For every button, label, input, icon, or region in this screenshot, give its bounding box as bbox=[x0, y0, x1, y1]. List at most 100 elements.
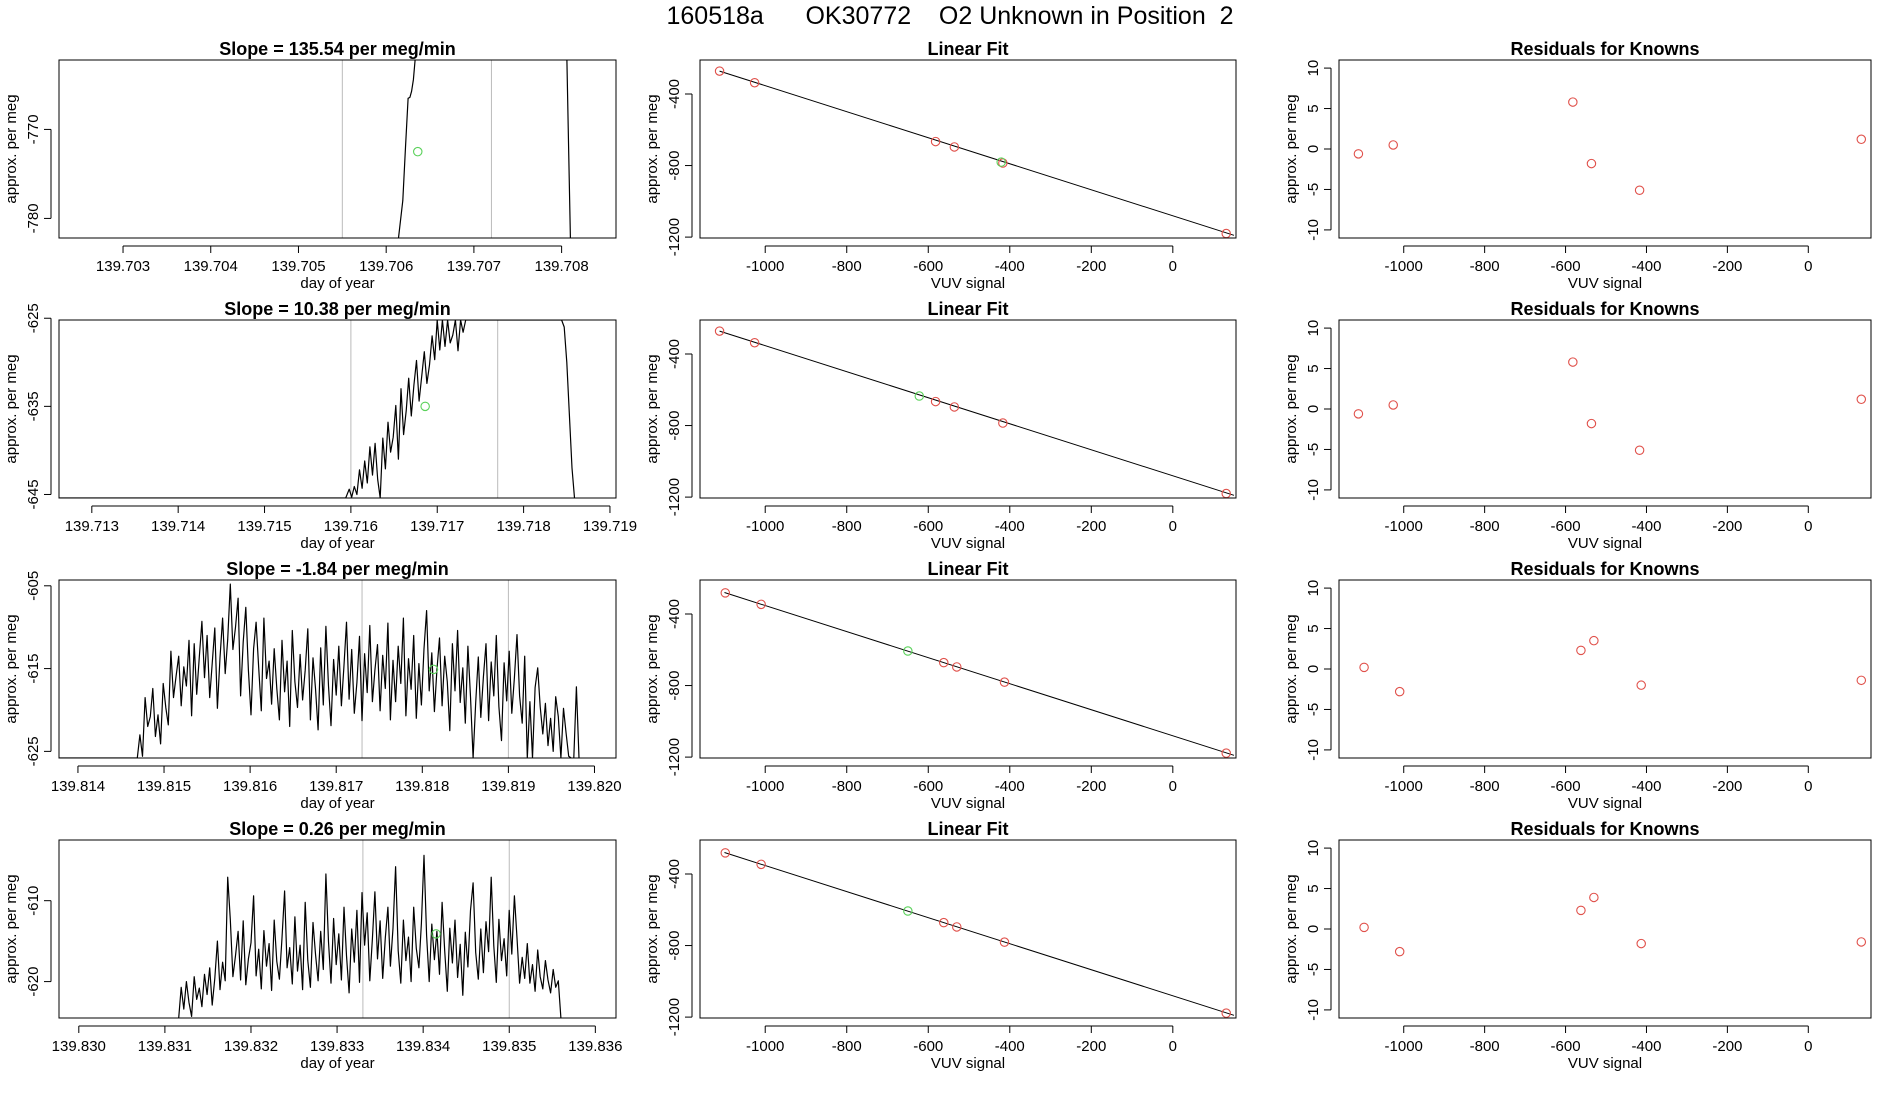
y-tick-label: -5 bbox=[1305, 443, 1322, 456]
x-tick-label: 139.708 bbox=[534, 258, 588, 275]
x-tick-label: -400 bbox=[995, 778, 1025, 795]
fit-line bbox=[719, 70, 1235, 236]
y-tick-label: -400 bbox=[666, 859, 683, 889]
x-tick-label: -200 bbox=[1712, 258, 1742, 275]
plot-frame bbox=[1338, 579, 1872, 759]
y-tick-label: 5 bbox=[1305, 624, 1322, 632]
panel-title: Linear Fit bbox=[927, 39, 1008, 59]
x-tick-label: 139.834 bbox=[396, 1038, 450, 1055]
y-tick-label: -5 bbox=[1305, 183, 1322, 196]
y-tick-label: 10 bbox=[1305, 320, 1322, 337]
x-tick-label: -1000 bbox=[746, 1038, 784, 1055]
known-point bbox=[938, 917, 949, 928]
known-point bbox=[1394, 946, 1405, 957]
known-point bbox=[720, 588, 731, 598]
y-tick-label: -625 bbox=[25, 303, 42, 333]
known-point bbox=[1586, 158, 1597, 169]
x-tick-label: 0 bbox=[1169, 778, 1177, 795]
x-tick-label: 139.817 bbox=[309, 778, 363, 795]
x-axis-label: VUV signal bbox=[931, 1055, 1005, 1072]
y-axis-label: approx. per meg bbox=[3, 94, 20, 203]
x-axis-label: day of year bbox=[300, 795, 374, 812]
series-line bbox=[178, 854, 562, 1018]
known-point bbox=[1388, 400, 1398, 410]
x-tick-label: -200 bbox=[1076, 518, 1106, 535]
plot-frame bbox=[58, 839, 617, 1019]
x-tick-label: -1000 bbox=[1385, 258, 1423, 275]
y-tick-label: 0 bbox=[1305, 145, 1322, 153]
y-tick-label: -400 bbox=[666, 599, 683, 629]
x-tick-label: 0 bbox=[1804, 518, 1812, 535]
panel-title: Residuals for Knowns bbox=[1510, 39, 1699, 59]
known-point bbox=[1856, 134, 1867, 145]
x-axis-label: VUV signal bbox=[931, 795, 1005, 812]
y-axis-label: approx. per meg bbox=[1283, 874, 1300, 983]
y-tick-label: -645 bbox=[25, 479, 42, 509]
y-tick-label: -5 bbox=[1305, 703, 1322, 716]
plot-area bbox=[1353, 357, 1867, 456]
known-point bbox=[756, 599, 766, 610]
x-tick-label: -800 bbox=[832, 778, 862, 795]
known-point bbox=[714, 326, 725, 336]
y-axis-label: approx. per meg bbox=[1283, 354, 1300, 463]
fit-line bbox=[724, 852, 1235, 1016]
y-tick-label: -10 bbox=[1305, 739, 1322, 761]
plot-frame bbox=[58, 579, 617, 759]
y-axis-label: approx. per meg bbox=[3, 354, 20, 463]
x-tick-label: -400 bbox=[1631, 778, 1661, 795]
panel-row3-timeseries: 139.814 139.815 139.816 139.817 139.818 139.8… bbox=[3, 559, 622, 812]
x-tick-label: 139.833 bbox=[310, 1038, 364, 1055]
plot-frame bbox=[58, 59, 617, 239]
y-axis-label: approx. per meg bbox=[1283, 614, 1300, 723]
x-tick-label: 139.818 bbox=[395, 778, 449, 795]
fit-line bbox=[719, 330, 1235, 496]
y-tick-label: -1200 bbox=[666, 738, 683, 776]
series-line bbox=[397, 60, 416, 238]
x-tick-label: 139.816 bbox=[223, 778, 277, 795]
plot-area bbox=[720, 848, 1235, 1018]
x-tick-label: -600 bbox=[1551, 778, 1581, 795]
plot-frame bbox=[699, 839, 1237, 1019]
series-line bbox=[566, 60, 571, 238]
panel-row4-residuals: -1000 -800 -600 -400 -200 0 -10 -5 0 5 10 Residuals… bbox=[1283, 819, 1872, 1072]
x-tick-label: 139.820 bbox=[567, 778, 621, 795]
x-tick-label: -1000 bbox=[746, 258, 784, 275]
panel-row4-timeseries: 139.830 139.831 139.832 139.833 139.834 139.8… bbox=[3, 819, 622, 1072]
figure-title: 160518a OK30772 O2 Unknown in Position 2 bbox=[666, 2, 1234, 30]
panel-row1-fit: -1000 -800 -600 -400 -200 0 -1200 -800 -400 Linea… bbox=[644, 39, 1237, 292]
y-axis-label: approx. per meg bbox=[3, 614, 20, 723]
x-tick-label: -200 bbox=[1712, 1038, 1742, 1055]
y-tick-label: -800 bbox=[666, 411, 683, 441]
x-tick-label: -800 bbox=[1470, 778, 1500, 795]
known-point bbox=[1636, 680, 1646, 690]
x-tick-label: 139.819 bbox=[481, 778, 535, 795]
y-tick-label: -10 bbox=[1305, 219, 1322, 241]
y-tick-label: -1200 bbox=[666, 478, 683, 516]
y-tick-label: -770 bbox=[25, 114, 42, 144]
x-tick-label: 139.705 bbox=[271, 258, 325, 275]
known-point bbox=[1636, 938, 1646, 949]
x-tick-label: 139.814 bbox=[51, 778, 105, 795]
y-tick-label: -800 bbox=[666, 671, 683, 701]
panel-title: Linear Fit bbox=[927, 559, 1008, 579]
known-point bbox=[1221, 1008, 1231, 1018]
y-axis-label: approx. per meg bbox=[644, 94, 661, 203]
x-tick-label: -400 bbox=[995, 1038, 1025, 1055]
panel-title: Slope = 135.54 per meg/min bbox=[219, 39, 456, 59]
known-point bbox=[1568, 97, 1578, 107]
plot-area bbox=[720, 588, 1235, 758]
y-tick-label: 10 bbox=[1305, 840, 1322, 857]
panel-title: Slope = -1.84 per meg/min bbox=[226, 559, 449, 579]
x-axis-label: day of year bbox=[300, 275, 374, 292]
x-tick-label: 139.831 bbox=[138, 1038, 192, 1055]
y-tick-label: 5 bbox=[1305, 104, 1322, 112]
x-tick-label: -1000 bbox=[1385, 1038, 1423, 1055]
y-tick-label: 10 bbox=[1305, 580, 1322, 597]
x-axis-label: VUV signal bbox=[931, 275, 1005, 292]
x-tick-label: 139.832 bbox=[224, 1038, 278, 1055]
y-tick-label: -400 bbox=[666, 79, 683, 109]
known-point bbox=[949, 402, 960, 412]
y-axis-label: approx. per meg bbox=[1283, 94, 1300, 203]
x-tick-label: 0 bbox=[1804, 1038, 1812, 1055]
x-axis-label: day of year bbox=[300, 1055, 374, 1072]
